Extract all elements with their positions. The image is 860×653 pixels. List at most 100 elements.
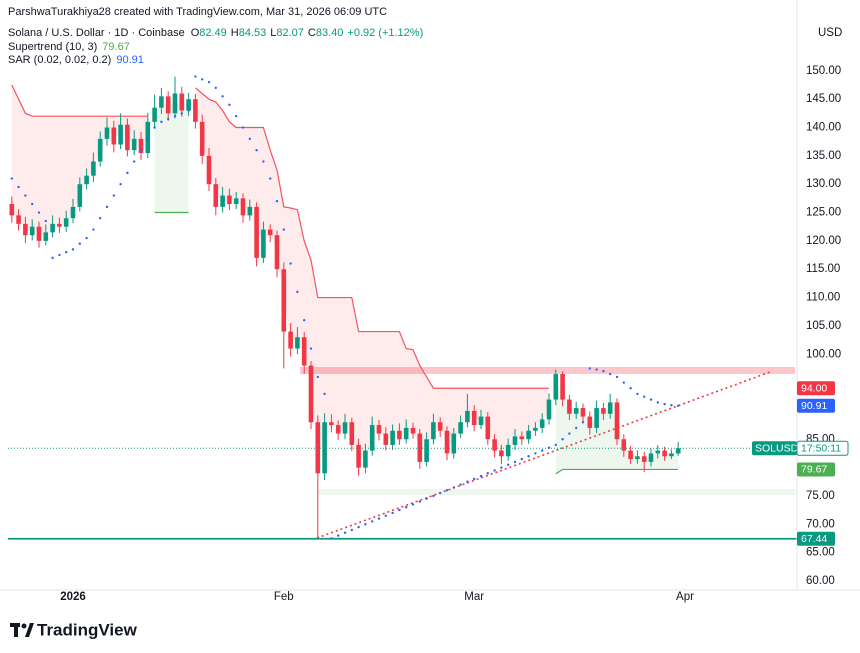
sar-dot (663, 402, 666, 406)
sar-dot (112, 194, 116, 197)
sar-dot (513, 460, 517, 464)
y-tick-label: 100.00 (806, 348, 841, 360)
candle-body (233, 198, 239, 205)
sar-dot (622, 381, 625, 384)
candle-body (63, 218, 69, 227)
candle-body (369, 425, 375, 451)
candle-body (533, 427, 538, 431)
supertrend-line (11, 84, 148, 117)
logo-shape (21, 623, 27, 629)
candle-body (91, 161, 96, 176)
candle-body (36, 226, 42, 241)
plot-back (8, 84, 797, 540)
sar-dot (425, 497, 428, 500)
sar-dot (316, 375, 319, 379)
candle-body (281, 269, 287, 332)
sar-dot (323, 392, 326, 396)
sar-dot (581, 421, 585, 424)
sar-dot (527, 455, 530, 458)
sar-dot (656, 401, 659, 404)
sar-dot (71, 248, 75, 251)
candle-body (145, 121, 151, 154)
sar-dot (493, 469, 496, 472)
ohlc-value: 83.40 (316, 27, 344, 39)
y-tick-label: 110.00 (806, 292, 840, 304)
sar-dot (275, 200, 279, 203)
sar-dot (78, 242, 82, 245)
candle-body (261, 229, 266, 258)
candle-body (573, 408, 579, 414)
legend-symbol: Solana / U.S. Dollar · 1D · Coinbase O82.… (8, 27, 423, 39)
sar-dot (44, 219, 47, 223)
plot-front: 150.00 145.00 140.00 135.00 130.00 125.00 120.… (9, 65, 849, 603)
indicator-value: 79.67 (102, 41, 130, 53)
sar-dot (296, 290, 299, 294)
candle-body (57, 223, 62, 227)
price-tag (796, 440, 849, 456)
sar-dot (173, 114, 177, 118)
ohlc-value: 82.07 (276, 27, 304, 39)
candle-body (104, 127, 110, 139)
sar-dot (371, 520, 374, 523)
candle-body (152, 107, 157, 122)
candle-body (335, 425, 341, 434)
sar-dot (85, 236, 88, 240)
candle-body (84, 175, 89, 185)
candle-body (403, 427, 409, 440)
brand: TradingView (37, 620, 138, 639)
candle-body (301, 337, 307, 366)
indicator-value: 90.91 (116, 54, 144, 66)
candle-body (77, 184, 83, 207)
candle-body (159, 96, 164, 108)
candle-body (539, 419, 545, 428)
sar-dot (629, 387, 632, 390)
ohlc-key: C (308, 27, 316, 39)
sar-dot (473, 477, 476, 481)
sar-dot (99, 217, 102, 220)
supertrend-line (195, 87, 549, 389)
y-tick-label: 130.00 (806, 178, 841, 190)
candle-body (465, 410, 470, 423)
sar-dot (459, 483, 462, 486)
sar-dot (534, 452, 537, 455)
y-tick-label: 140.00 (806, 122, 841, 134)
candle-body (179, 93, 185, 111)
ohlc-value: 84.53 (239, 27, 267, 39)
sar-dot (391, 511, 394, 515)
candle-body (349, 422, 355, 445)
symbol: Solana / U.S. Dollar · 1D · Coinbase (8, 27, 185, 39)
candle-body (485, 416, 491, 440)
sar-dot (445, 489, 449, 492)
price-tag-label: 79.67 (801, 464, 827, 476)
sar-dot (289, 262, 292, 265)
candle-body (614, 402, 620, 440)
trend-line (316, 371, 771, 539)
sar-dot (643, 395, 646, 398)
candle-body (553, 374, 559, 400)
candle-body (23, 223, 28, 236)
sar-dot (37, 211, 41, 214)
price-tag (797, 398, 835, 413)
sar-dot (58, 253, 61, 257)
sar-dot (357, 525, 360, 529)
y-tick-label: 70.00 (806, 518, 835, 530)
sar-dot (384, 514, 387, 517)
candle-body (376, 425, 382, 434)
candle-body (240, 198, 246, 216)
sar-dot (262, 160, 265, 163)
sar-dot (255, 148, 258, 152)
x-tick-label: Apr (676, 591, 694, 603)
candle-body (492, 439, 497, 451)
credit: ParshwaTurakhiya28 created with TradingV… (8, 6, 387, 18)
candle-body (587, 416, 593, 428)
candle-body (621, 439, 627, 451)
candle-body (165, 96, 171, 114)
sar-dot (153, 126, 156, 129)
ohlc-key: H (231, 27, 239, 39)
candle-body (274, 235, 280, 270)
candle-body (288, 331, 293, 349)
drawings (300, 367, 795, 539)
candle-body (97, 138, 103, 162)
y-tick-label: 120.00 (806, 235, 841, 247)
price-tag-label: 94.00 (801, 383, 827, 395)
